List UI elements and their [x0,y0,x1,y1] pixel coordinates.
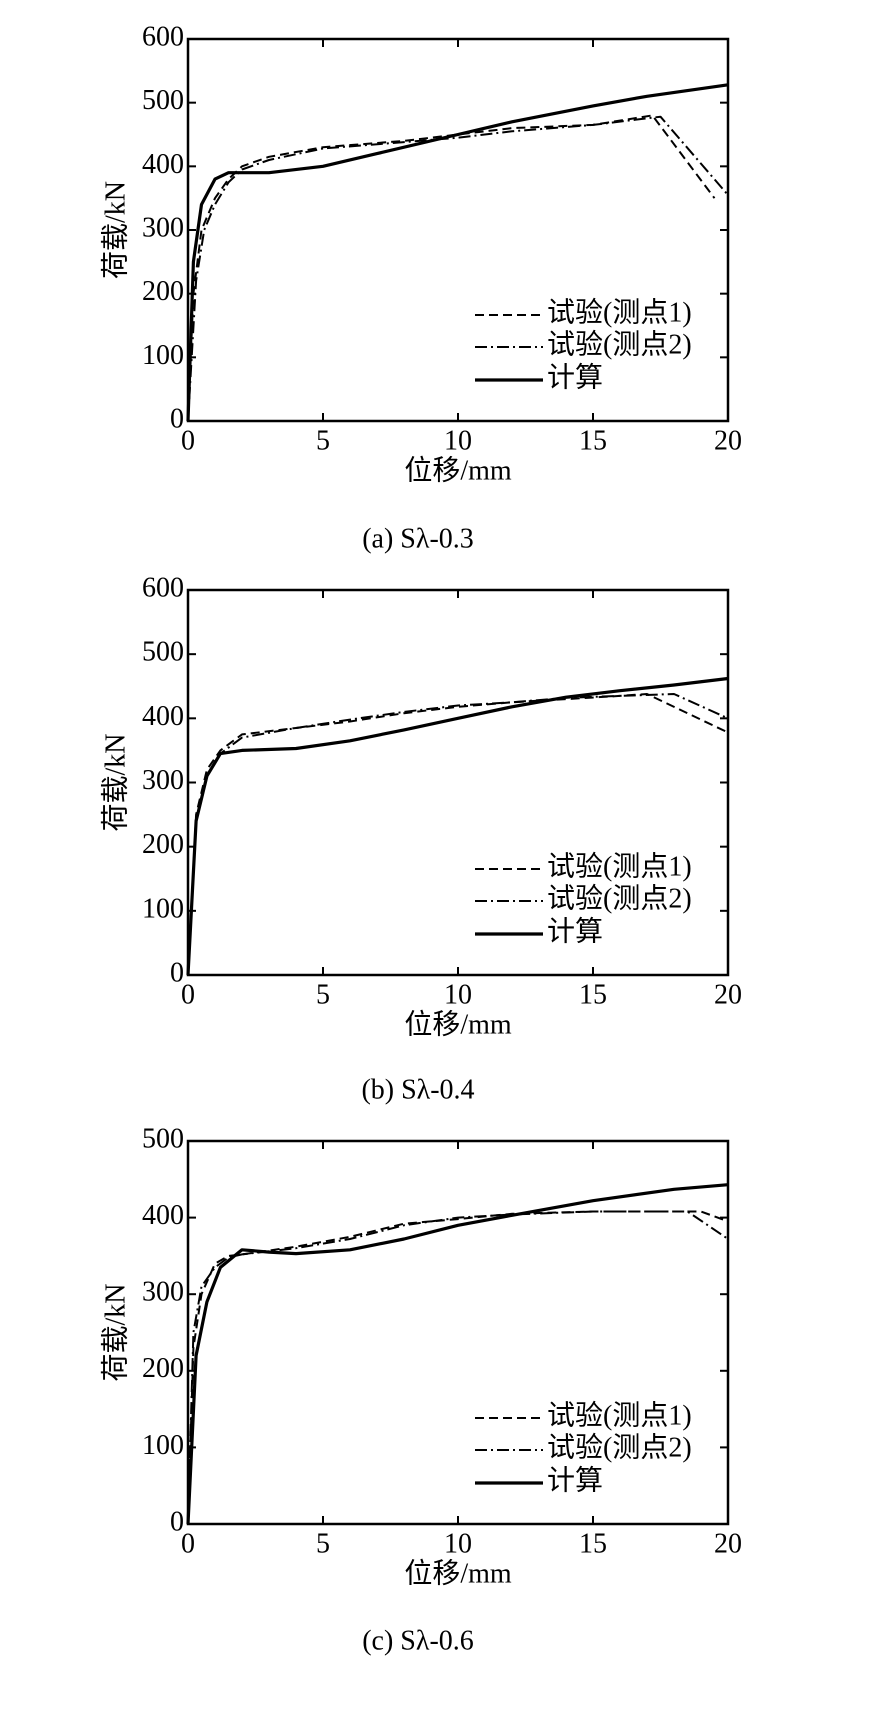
legend-label: 试验(测点1) [547,1399,692,1431]
y-tick-label: 500 [142,1123,184,1154]
legend-label: 试验(测点2) [547,882,692,914]
y-tick-label: 100 [142,340,184,371]
y-axis-label: 荷载/kN [99,1283,131,1381]
x-tick-label: 20 [714,1528,742,1559]
x-tick-label: 0 [181,979,195,1010]
x-tick-label: 5 [316,1528,330,1559]
y-tick-label: 0 [170,403,184,434]
data-line [187,1210,729,1525]
y-tick-label: 300 [142,1277,184,1308]
legend-label: 计算 [547,1464,603,1496]
legend-label: 试验(测点1) [547,296,692,328]
y-tick-label: 500 [142,85,184,116]
x-tick-label: 20 [714,425,742,456]
y-axis-label: 荷载/kN [99,733,131,831]
x-tick-label: 10 [444,1528,472,1559]
x-tick-label: 15 [579,979,607,1010]
y-tick-label: 200 [142,276,184,307]
plot-frame [186,1139,730,1526]
y-tick-label: 600 [142,572,184,603]
x-axis-label: 位移/mm [404,1008,512,1040]
y-tick-label: 300 [142,212,184,243]
data-line [187,693,729,976]
x-tick-label: 5 [316,979,330,1010]
x-tick-label: 15 [579,1528,607,1559]
x-axis-label: 位移/mm [404,1557,512,1589]
y-tick-label: 300 [142,765,184,796]
x-tick-label: 10 [444,979,472,1010]
legend-label: 计算 [547,915,603,947]
y-tick-label: 600 [142,21,184,52]
x-tick-label: 10 [444,425,472,456]
chart: 0 5 10 15 200100200300400500600试验(测点1)试验(测点2… [99,21,742,554]
data-line [187,1210,729,1525]
x-tick-label: 0 [181,425,195,456]
y-tick-label: 400 [142,149,184,180]
y-axis-label: 荷载/kN [99,181,131,279]
caption: (b) Sλ-0.4 [361,1074,474,1105]
caption: (a) Sλ-0.3 [362,523,474,554]
data-line [186,676,729,976]
x-tick-label: 15 [579,425,607,456]
y-tick-label: 200 [142,829,184,860]
y-tick-label: 0 [170,1506,184,1537]
chart: 0 5 10 15 200100200300400500试验(测点1)试验(测点2)计算… [99,1123,742,1656]
x-axis-label: 位移/mm [404,454,512,486]
y-tick-label: 500 [142,637,184,668]
plot-frame [186,588,730,977]
data-line [187,115,729,422]
x-tick-label: 20 [714,979,742,1010]
data-line [187,693,729,976]
data-line [186,1183,729,1525]
x-tick-label: 5 [316,425,330,456]
legend-label: 计算 [547,361,603,393]
y-tick-label: 200 [142,1353,184,1384]
legend-label: 试验(测点2) [547,1431,692,1463]
y-tick-label: 100 [142,893,184,924]
y-tick-label: 0 [170,957,184,988]
chart: 0 5 10 15 200100200300400500600试验(测点1)试验(测点2… [99,572,742,1105]
y-tick-label: 100 [142,1430,184,1461]
y-tick-label: 400 [142,1200,184,1231]
legend-label: 试验(测点1) [547,850,692,882]
y-tick-label: 400 [142,701,184,732]
caption: (c) Sλ-0.6 [362,1625,474,1656]
plot-frame [186,37,730,423]
x-tick-label: 0 [181,1528,195,1559]
data-line [186,83,729,422]
legend-label: 试验(测点2) [547,328,692,360]
